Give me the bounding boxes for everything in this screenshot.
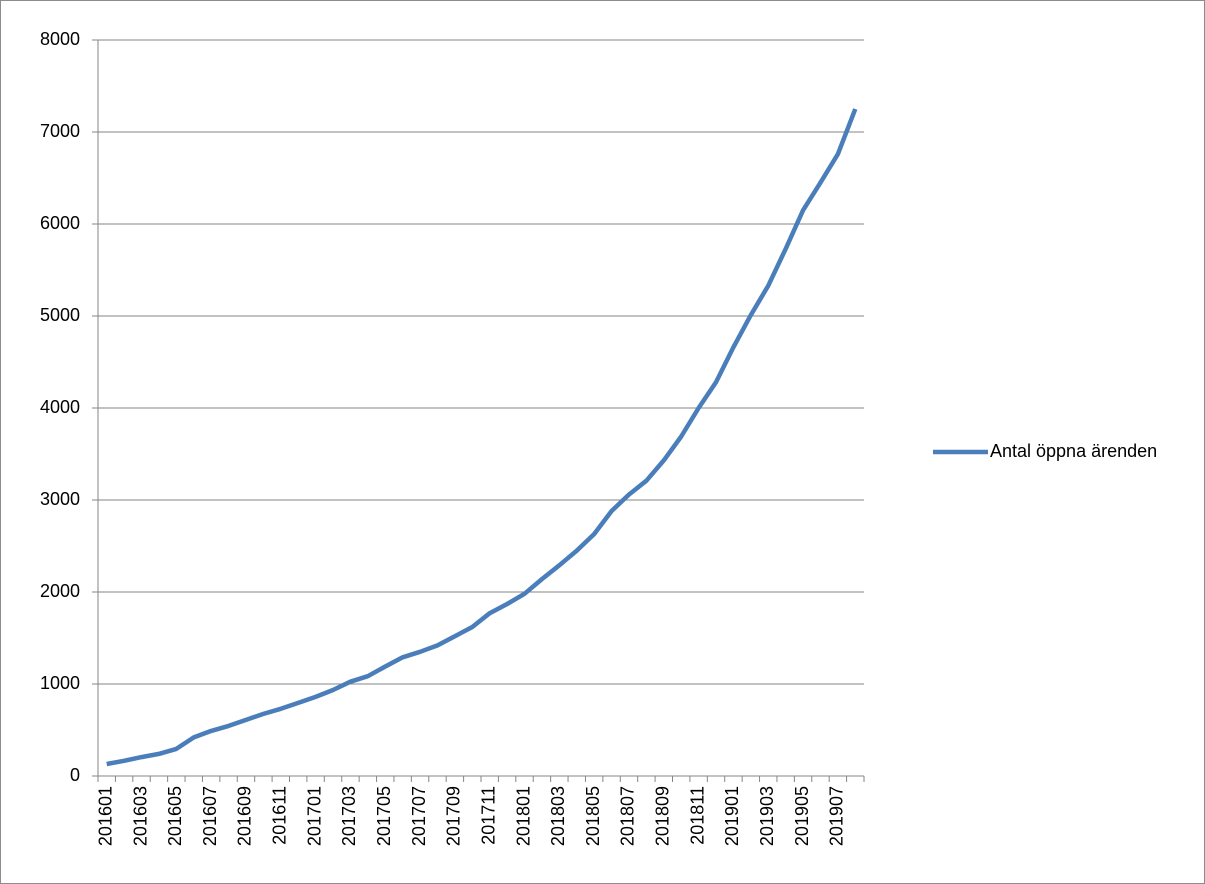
y-tick-label: 4000 bbox=[40, 397, 80, 417]
x-tick-label: 201811 bbox=[687, 786, 707, 845]
x-tick-label: 201601 bbox=[95, 786, 115, 846]
x-tick-label: 201705 bbox=[374, 786, 394, 846]
y-tick-label: 1000 bbox=[40, 673, 80, 693]
x-tick-label: 201609 bbox=[235, 786, 255, 846]
x-tick-label: 201611 bbox=[270, 786, 290, 845]
y-tick-label: 2000 bbox=[40, 581, 80, 601]
x-tick-label: 201809 bbox=[653, 786, 673, 846]
x-tick-label: 201803 bbox=[548, 786, 568, 846]
x-tick-label: 201703 bbox=[339, 786, 359, 846]
x-tick-label: 201607 bbox=[200, 786, 220, 846]
y-tick-label: 8000 bbox=[40, 29, 80, 49]
y-tick-label: 7000 bbox=[40, 121, 80, 141]
y-tick-label: 5000 bbox=[40, 305, 80, 325]
x-tick-label: 201807 bbox=[618, 786, 638, 846]
x-tick-label: 201905 bbox=[792, 786, 812, 846]
y-tick-label: 0 bbox=[70, 765, 80, 785]
x-tick-label: 201805 bbox=[583, 786, 603, 846]
x-tick-label: 201901 bbox=[722, 786, 742, 846]
x-tick-label: 201801 bbox=[513, 786, 533, 846]
x-tick-label: 201701 bbox=[304, 786, 324, 846]
x-tick-label: 201709 bbox=[444, 786, 464, 846]
x-tick-label: 201605 bbox=[165, 786, 185, 846]
x-tick-label: 201907 bbox=[827, 786, 847, 846]
x-tick-label: 201711 bbox=[478, 786, 498, 845]
x-tick-label: 201903 bbox=[757, 786, 777, 846]
series-line bbox=[106, 108, 858, 767]
y-tick-label: 6000 bbox=[40, 213, 80, 233]
legend-label: Antal öppna ärenden bbox=[990, 441, 1157, 461]
y-tick-label: 3000 bbox=[40, 489, 80, 509]
x-tick-label: 201603 bbox=[130, 786, 150, 846]
x-tick-label: 201707 bbox=[409, 786, 429, 846]
